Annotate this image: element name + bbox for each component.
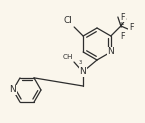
Text: N: N [80, 68, 86, 77]
Text: F: F [120, 21, 124, 30]
Text: N: N [10, 85, 16, 94]
Text: F: F [129, 23, 133, 32]
Text: F: F [129, 24, 133, 33]
Text: F: F [121, 13, 125, 22]
Text: F: F [121, 32, 125, 41]
Text: 3: 3 [79, 60, 82, 64]
Text: Cl: Cl [63, 16, 72, 25]
Text: CH: CH [62, 54, 73, 60]
Text: N: N [107, 47, 114, 56]
Text: F: F [120, 15, 124, 23]
